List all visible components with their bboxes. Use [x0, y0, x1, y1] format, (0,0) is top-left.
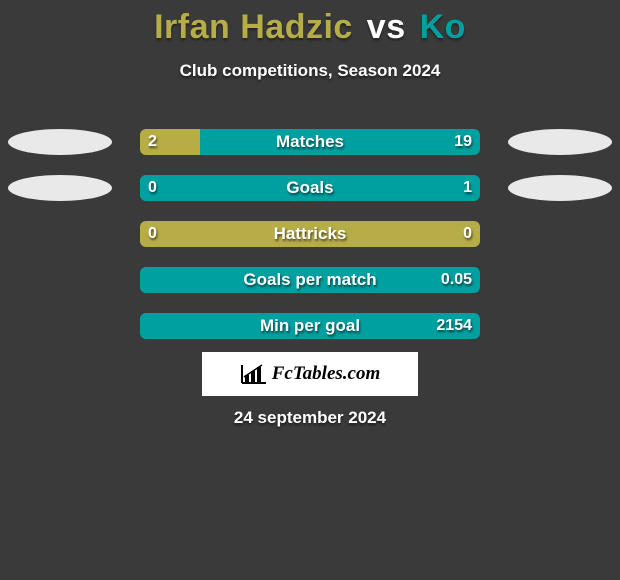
bar-right — [140, 267, 480, 293]
bar-track — [140, 221, 480, 247]
bar-track — [140, 129, 480, 155]
player1-name: Irfan Hadzic — [154, 8, 353, 46]
player2-name: Ko — [420, 8, 466, 46]
comparison-row: Hattricks00 — [0, 214, 620, 260]
title-vs: vs — [367, 8, 406, 46]
page-title: Irfan Hadzic vs Ko — [0, 0, 620, 47]
attribution-box: FcTables.com — [202, 352, 418, 396]
bar-left — [140, 221, 480, 247]
comparison-row: Matches219 — [0, 122, 620, 168]
bar-right — [200, 129, 481, 155]
player2-badge — [508, 175, 612, 201]
datestamp: 24 september 2024 — [0, 408, 620, 428]
bar-track — [140, 175, 480, 201]
player2-badge — [508, 129, 612, 155]
bar-track — [140, 267, 480, 293]
bar-right — [140, 175, 480, 201]
chart-icon — [240, 363, 268, 385]
subtitle: Club competitions, Season 2024 — [0, 61, 620, 81]
comparison-row: Goals per match0.05 — [0, 260, 620, 306]
bar-left — [140, 129, 200, 155]
comparison-infographic: Irfan Hadzic vs Ko Club competitions, Se… — [0, 0, 620, 580]
player1-badge — [8, 129, 112, 155]
comparison-rows: Matches219Goals01Hattricks00Goals per ma… — [0, 122, 620, 352]
player1-badge — [8, 175, 112, 201]
comparison-row: Goals01 — [0, 168, 620, 214]
bar-right — [140, 313, 480, 339]
comparison-row: Min per goal2154 — [0, 306, 620, 352]
attribution-brand: FcTables.com — [272, 363, 381, 385]
bar-track — [140, 313, 480, 339]
